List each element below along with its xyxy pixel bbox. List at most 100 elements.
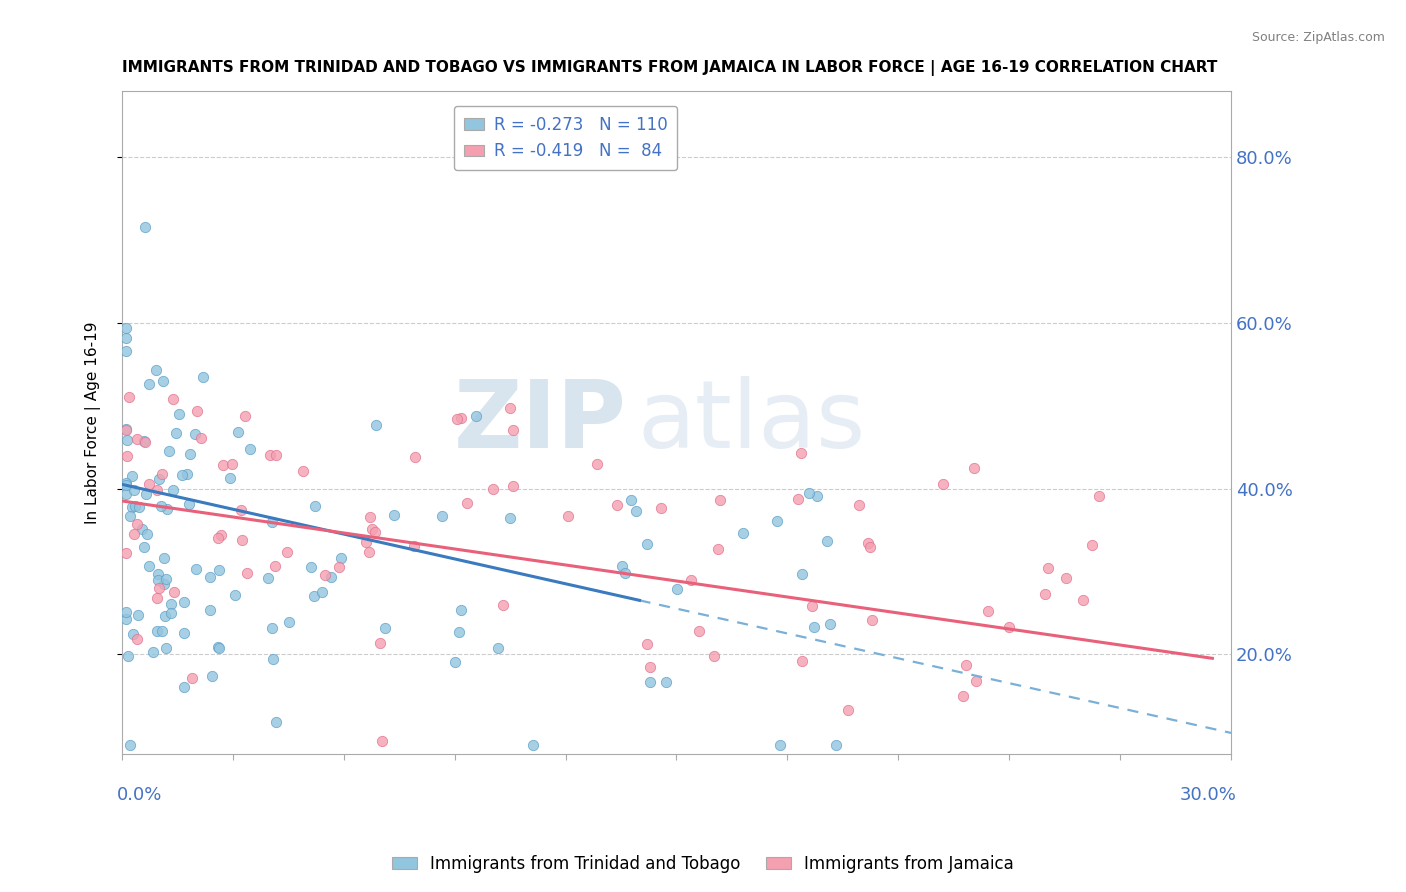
Point (825, 739, 848, 753)
Point (114, 605, 136, 619)
Point (801, 599, 824, 613)
Point (236, 566, 259, 580)
Point (132, 434, 155, 449)
Point (155, 573, 177, 587)
Point (786, 492, 808, 507)
Point (152, 375, 174, 389)
Point (155, 640, 177, 655)
Point (209, 528, 232, 542)
Point (179, 447, 201, 461)
Point (354, 535, 377, 549)
Point (127, 433, 149, 447)
Point (134, 435, 156, 450)
Point (264, 559, 287, 574)
Point (266, 448, 288, 462)
Point (359, 510, 381, 524)
Point (860, 613, 883, 627)
Point (450, 603, 472, 617)
Point (328, 559, 350, 574)
Point (122, 483, 145, 498)
Point (606, 498, 628, 512)
Point (156, 501, 179, 516)
Point (146, 624, 169, 639)
Point (703, 649, 725, 664)
Point (150, 624, 173, 639)
Point (115, 320, 138, 334)
Point (278, 615, 301, 629)
Point (208, 641, 231, 656)
Point (626, 504, 648, 518)
Point (212, 458, 235, 472)
Point (259, 448, 281, 462)
Text: 30.0%: 30.0% (1180, 786, 1236, 804)
Point (638, 675, 661, 690)
Point (163, 585, 186, 599)
Point (486, 641, 509, 656)
Point (127, 607, 149, 622)
Point (450, 411, 472, 425)
Point (152, 550, 174, 565)
Point (456, 496, 478, 510)
Point (114, 423, 136, 437)
Point (162, 483, 184, 497)
Point (150, 467, 173, 482)
Point (114, 487, 136, 501)
Point (226, 425, 249, 439)
Point (115, 449, 138, 463)
Point (186, 404, 208, 418)
Point (499, 511, 522, 525)
Point (371, 733, 394, 747)
Point (145, 363, 167, 377)
Point (148, 566, 170, 581)
Point (138, 376, 160, 391)
Point (733, 525, 755, 540)
Point (311, 585, 333, 599)
Point (114, 422, 136, 436)
Point (374, 621, 396, 635)
Point (321, 570, 343, 584)
Point (818, 616, 841, 631)
Point (122, 626, 145, 640)
Point (998, 620, 1021, 634)
Point (229, 503, 252, 517)
Point (198, 570, 221, 584)
Point (201, 669, 224, 683)
Point (447, 625, 470, 640)
Point (181, 671, 204, 685)
Point (1033, 587, 1056, 601)
Text: Source: ZipAtlas.com: Source: ZipAtlas.com (1251, 31, 1385, 45)
Point (134, 219, 156, 234)
Point (122, 527, 145, 541)
Point (688, 624, 710, 638)
Point (120, 739, 142, 753)
Point (790, 653, 813, 667)
Text: IMMIGRANTS FROM TRINIDAD AND TOBAGO VS IMMIGRANTS FROM JAMAICA IN LABOR FORCE | : IMMIGRANTS FROM TRINIDAD AND TOBAGO VS I… (122, 60, 1218, 76)
Point (131, 522, 153, 536)
Point (1088, 489, 1111, 503)
Point (404, 450, 426, 465)
Point (766, 514, 789, 528)
Point (176, 467, 198, 481)
Point (709, 492, 731, 507)
Point (114, 612, 136, 626)
Point (138, 558, 160, 573)
Point (148, 581, 170, 595)
Point (491, 598, 513, 612)
Point (172, 467, 194, 482)
Point (157, 444, 180, 458)
Point (613, 566, 636, 581)
Point (198, 603, 221, 617)
Point (114, 330, 136, 344)
Point (848, 499, 870, 513)
Point (706, 542, 728, 557)
Point (124, 499, 146, 513)
Point (224, 588, 246, 602)
Point (302, 589, 325, 603)
Point (402, 539, 425, 553)
Point (160, 606, 183, 620)
Point (790, 446, 813, 460)
Point (146, 483, 169, 497)
Point (191, 370, 214, 384)
Point (443, 655, 465, 669)
Point (679, 573, 702, 587)
